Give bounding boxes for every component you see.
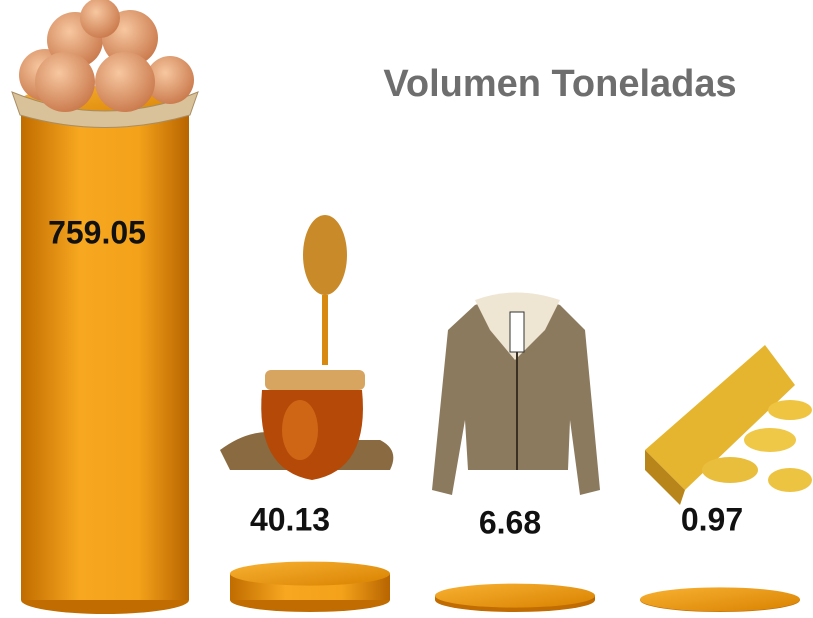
value-label: 759.05 <box>48 214 146 250</box>
honey-illustration <box>220 215 393 480</box>
jacket-illustration <box>432 293 600 496</box>
value-label: 40.13 <box>250 501 330 537</box>
page: {"chart_data": {"type": "bar", "title": … <box>0 0 813 618</box>
cylinder-top <box>640 587 800 611</box>
wax-illustration <box>645 345 812 505</box>
cylinder-top <box>435 584 595 608</box>
cylinder-top <box>230 562 390 586</box>
value-label: 0.97 <box>681 501 743 537</box>
chart-title: Volumen Toneladas <box>383 63 736 105</box>
value-label: 6.68 <box>479 504 541 540</box>
cylinder <box>21 100 189 600</box>
chart: Volumen Toneladas 759.05 40.13 6.68 0.97 <box>0 0 813 618</box>
